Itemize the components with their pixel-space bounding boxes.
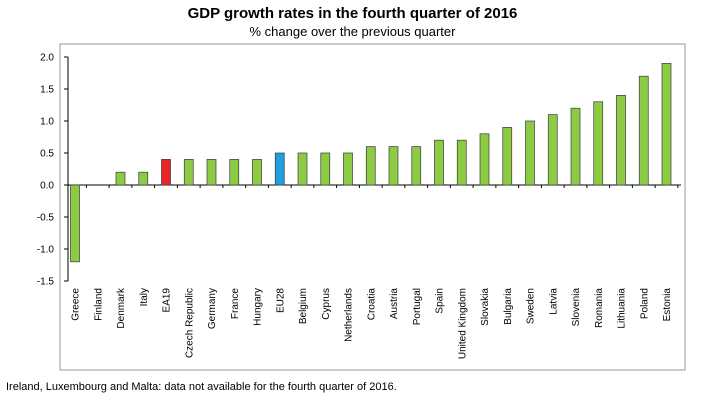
category-label: Latvia bbox=[548, 288, 559, 315]
bar-greece bbox=[71, 185, 80, 262]
category-label: Germany bbox=[207, 288, 218, 329]
y-tick-label: -0.5 bbox=[37, 213, 55, 224]
bar-denmark bbox=[116, 172, 125, 185]
y-tick-label: 1.0 bbox=[40, 117, 54, 128]
bar-spain bbox=[435, 140, 444, 185]
category-label: Bulgaria bbox=[503, 288, 514, 325]
y-tick-label: 0.0 bbox=[40, 181, 54, 192]
category-label: Denmark bbox=[116, 287, 127, 329]
category-label: Estonia bbox=[662, 288, 673, 322]
bar-hungary bbox=[253, 159, 262, 185]
bar-czech-republic bbox=[184, 159, 193, 185]
category-label: Sweden bbox=[526, 288, 537, 324]
y-tick-label: 1.5 bbox=[40, 85, 54, 96]
category-label: Portugal bbox=[412, 288, 423, 325]
y-tick-label: -1.0 bbox=[37, 245, 55, 256]
category-label: Italy bbox=[139, 288, 150, 306]
bar-bulgaria bbox=[503, 127, 512, 185]
category-label: Spain bbox=[435, 288, 446, 314]
bar-united-kingdom bbox=[457, 140, 466, 185]
category-label: EU28 bbox=[275, 288, 286, 313]
bar-portugal bbox=[412, 147, 421, 185]
category-label: Austria bbox=[389, 288, 400, 320]
category-label: Czech Republic bbox=[184, 288, 195, 358]
bar-france bbox=[230, 159, 239, 185]
category-label: Slovenia bbox=[571, 288, 582, 327]
bar-ea19 bbox=[162, 159, 171, 185]
y-tick-label: 0.5 bbox=[40, 149, 54, 160]
bar-belgium bbox=[298, 153, 307, 185]
category-label: France bbox=[230, 288, 241, 320]
category-label: Poland bbox=[639, 288, 650, 319]
bar-slovenia bbox=[571, 108, 580, 185]
bar-slovakia bbox=[480, 134, 489, 185]
bar-romania bbox=[594, 102, 603, 185]
category-label: Finland bbox=[93, 288, 104, 321]
bar-italy bbox=[139, 172, 148, 185]
bar-estonia bbox=[662, 63, 671, 185]
category-label: Hungary bbox=[253, 288, 264, 326]
bar-netherlands bbox=[344, 153, 353, 185]
category-label: Belgium bbox=[298, 288, 309, 324]
category-label: Romania bbox=[594, 288, 605, 328]
bar-lithuania bbox=[617, 95, 626, 185]
footnote: Ireland, Luxembourg and Malta: data not … bbox=[6, 381, 397, 393]
category-label: Croatia bbox=[366, 288, 377, 321]
bar-sweden bbox=[526, 121, 535, 185]
bar-austria bbox=[389, 147, 398, 185]
y-tick-label: 2.0 bbox=[40, 53, 54, 64]
category-label: Greece bbox=[71, 288, 82, 321]
category-label: EA19 bbox=[162, 288, 173, 313]
bar-cyprus bbox=[321, 153, 330, 185]
bar-latvia bbox=[548, 115, 557, 185]
category-label: Slovakia bbox=[480, 288, 491, 326]
bar-eu28 bbox=[275, 153, 284, 185]
category-label: Lithuania bbox=[617, 288, 628, 329]
bar-germany bbox=[207, 159, 216, 185]
bar-croatia bbox=[366, 147, 375, 185]
category-label: Cyprus bbox=[321, 288, 332, 320]
y-tick-label: -1.5 bbox=[37, 277, 55, 288]
bar-chart: 2.0 1.5 1.0 0.5 0.0 -0.5 -1.0 -1.5 Greece Finland… bbox=[0, 0, 705, 380]
category-label: United Kingdom bbox=[457, 288, 468, 359]
category-label: Netherlands bbox=[344, 288, 355, 342]
bar-poland bbox=[639, 76, 648, 185]
